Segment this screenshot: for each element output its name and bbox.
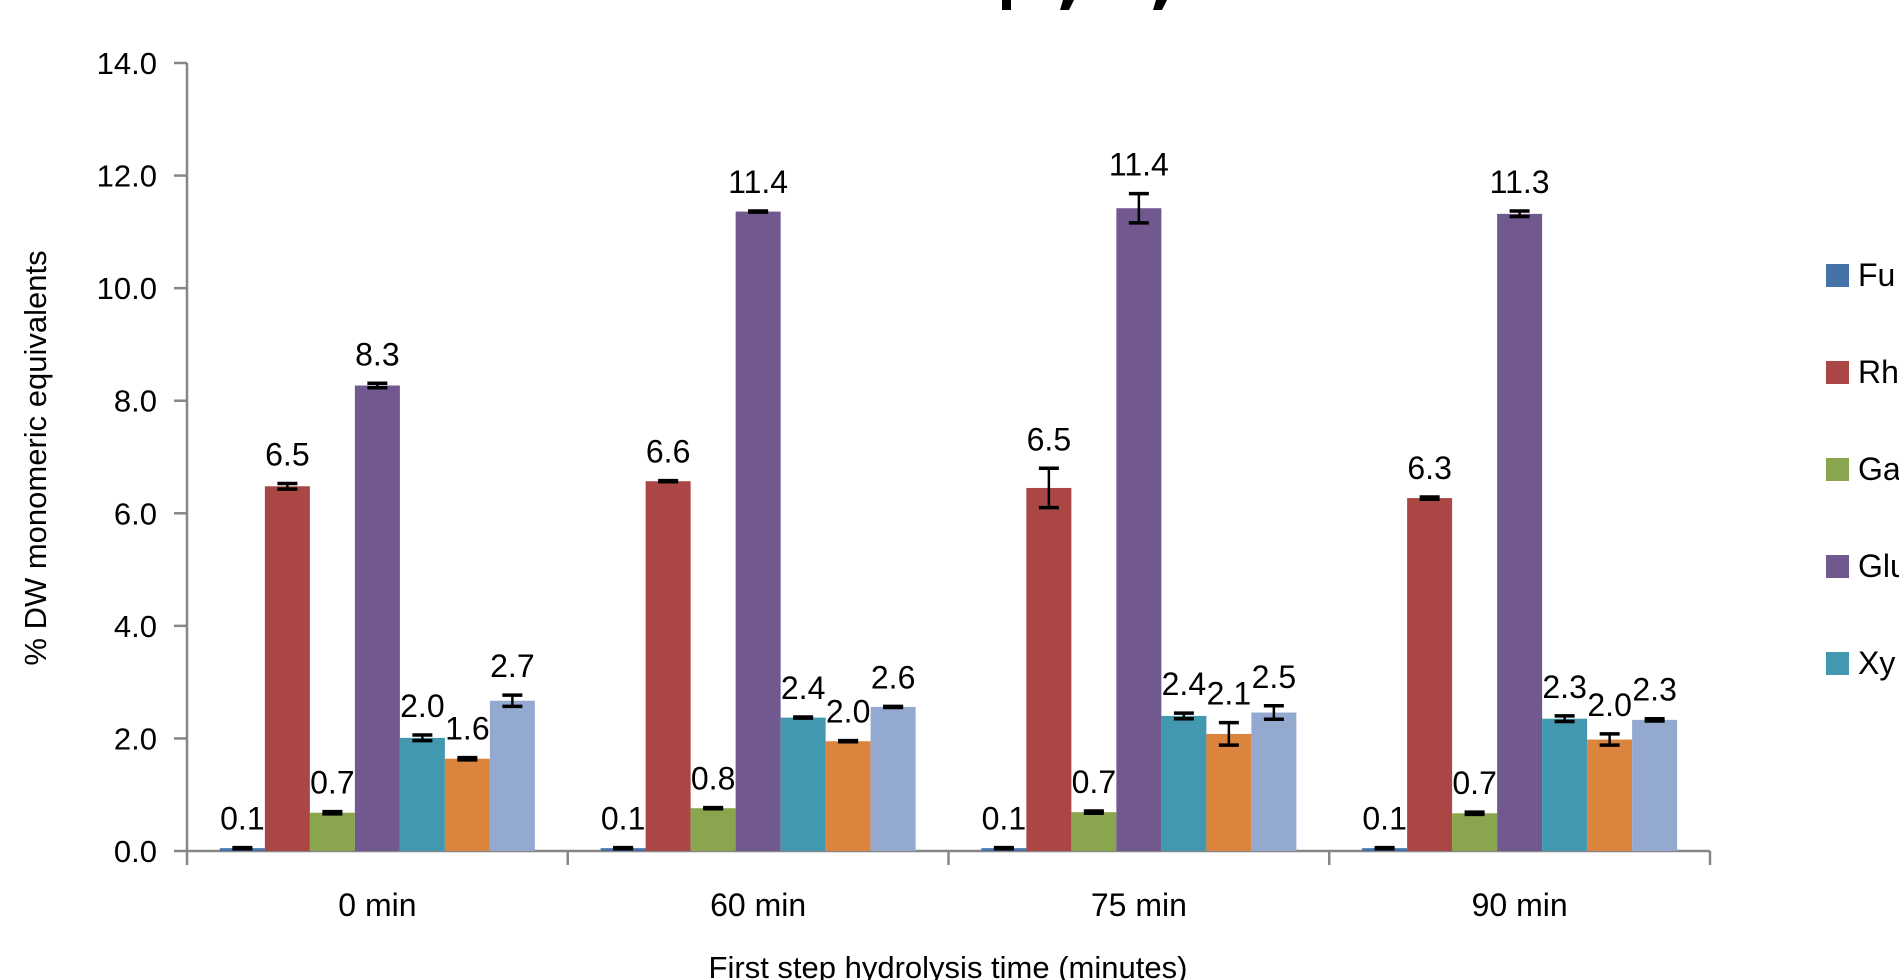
bar [690, 808, 736, 851]
x-category-label: 60 min [710, 887, 806, 923]
data-label: 2.1 [1207, 676, 1251, 712]
data-label: 2.3 [1542, 669, 1586, 705]
legend-label: Glu [1858, 548, 1899, 584]
error-bars-layer [232, 191, 1665, 851]
legend-label: Fu [1858, 257, 1895, 293]
x-category-label: 0 min [338, 887, 416, 923]
y-tick-label: 0.0 [114, 834, 157, 869]
bar [1161, 715, 1207, 851]
y-tick-label: 4.0 [114, 609, 157, 644]
legend-label: Ga [1858, 451, 1899, 487]
data-label: 0.1 [601, 801, 645, 837]
data-label: 11.4 [728, 164, 788, 200]
x-axis-title: First step hydrolysis time (minutes) [709, 950, 1188, 980]
y-tick-label: 8.0 [114, 384, 157, 419]
bar [399, 737, 445, 851]
bars-layer [219, 208, 1678, 852]
data-label: 2.0 [826, 694, 870, 730]
bar [1116, 208, 1162, 851]
data-label: 2.0 [1587, 687, 1631, 723]
data-label: 6.5 [265, 436, 309, 472]
y-tick-label: 6.0 [114, 496, 157, 531]
data-labels-layer: 0.1 0.1 0.1 0.1 6.5 6.6 6.5 6.3 0.7 0.8 0.7 0.7 8.3 1… [220, 147, 1677, 837]
y-tick-label: 12.0 [97, 159, 157, 194]
data-label: 2.7 [490, 648, 534, 684]
data-label: 2.6 [871, 659, 915, 695]
data-label: 6.5 [1027, 421, 1071, 457]
data-label: 2.3 [1632, 672, 1676, 708]
data-label: 6.6 [646, 434, 690, 470]
bar [1632, 719, 1678, 851]
title-glyph-fragment [1153, 0, 1167, 10]
y-tick-label: 10.0 [97, 271, 157, 306]
legend-swatch [1826, 652, 1849, 675]
legend-swatch [1826, 361, 1849, 384]
bar [1452, 813, 1498, 851]
data-label: 11.4 [1109, 147, 1169, 183]
bar [1251, 712, 1297, 851]
bar [1071, 812, 1117, 851]
bar [354, 385, 400, 851]
legend: Fu Rh Ga Glu Xy [1826, 257, 1899, 681]
legend-label: Rh [1858, 354, 1899, 390]
title-glyph-fragment [1002, 0, 1011, 10]
data-label: 1.6 [445, 711, 489, 747]
data-label: 0.1 [982, 801, 1026, 837]
x-category-label: 90 min [1472, 887, 1568, 923]
data-label: 6.3 [1407, 450, 1451, 486]
bar [735, 211, 781, 851]
data-label: 0.7 [1072, 764, 1116, 800]
legend-label: Xy [1858, 645, 1895, 681]
bar [489, 700, 535, 851]
bar [870, 706, 916, 851]
y-axis-title: % DW monomeric equivalents [18, 250, 53, 665]
data-label: 0.7 [1452, 765, 1496, 801]
y-tick-label: 14.0 [97, 46, 157, 81]
axes: 0.0 2.0 4.0 6.0 8.0 10.0 12.0 14.0 0 min 60 min 75… [97, 46, 1712, 923]
bar [645, 481, 691, 851]
legend-swatch [1826, 458, 1849, 481]
data-label: 0.8 [691, 761, 735, 797]
bar [309, 812, 355, 851]
data-label: 2.0 [400, 688, 444, 724]
data-label: 0.1 [220, 801, 264, 837]
bar [264, 486, 310, 851]
bar [444, 758, 490, 851]
legend-swatch [1826, 555, 1849, 578]
data-label: 0.7 [310, 765, 354, 801]
title-glyph-fragment [1060, 0, 1074, 10]
bar [1407, 498, 1453, 851]
data-label: 2.4 [1162, 666, 1206, 702]
data-label: 11.3 [1490, 164, 1550, 200]
data-label: 0.1 [1362, 801, 1406, 837]
y-tick-label: 2.0 [114, 721, 157, 756]
data-label: 2.5 [1252, 659, 1296, 695]
bar [1026, 487, 1072, 851]
bar [1587, 739, 1633, 851]
bar [1206, 733, 1252, 851]
chart-title-fragment [1002, 0, 1167, 10]
data-label: 2.4 [781, 670, 825, 706]
legend-swatch [1826, 264, 1849, 287]
data-label: 8.3 [355, 336, 399, 372]
x-category-label: 75 min [1091, 887, 1187, 923]
bar [1542, 718, 1588, 851]
bar [780, 717, 826, 851]
bar [1497, 213, 1543, 852]
bar [825, 741, 871, 851]
